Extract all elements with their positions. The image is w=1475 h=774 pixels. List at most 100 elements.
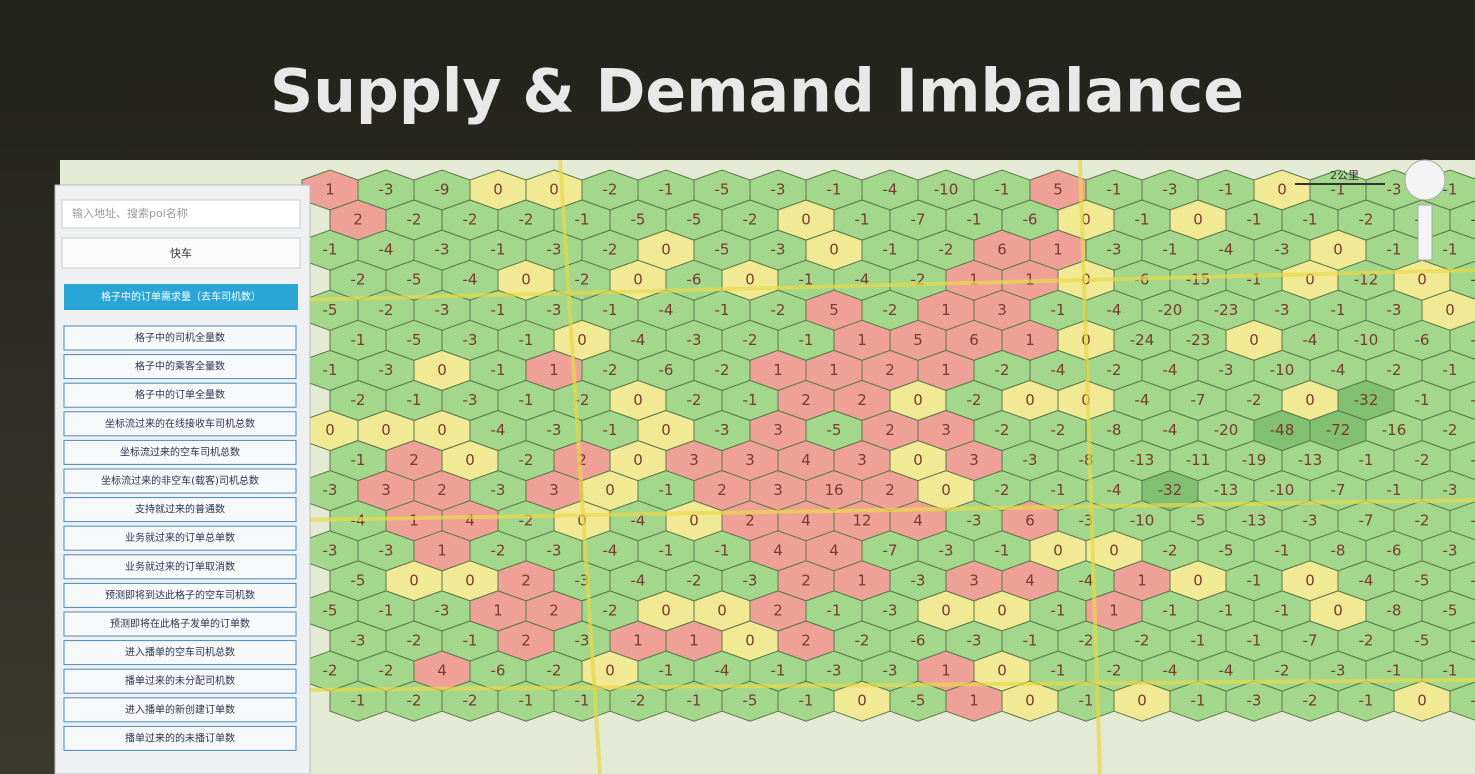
hex-value: -3 bbox=[1023, 451, 1038, 469]
hex-value: 2 bbox=[745, 511, 755, 529]
hex-value: 0 bbox=[801, 211, 811, 229]
hex-value: -4 bbox=[603, 541, 618, 559]
menu-item[interactable] bbox=[63, 468, 297, 494]
roads bbox=[299, 160, 1475, 774]
hex-value: -2 bbox=[715, 361, 730, 379]
menu-item[interactable] bbox=[63, 497, 297, 523]
pan-control[interactable] bbox=[1404, 159, 1446, 201]
hex-value: -1 bbox=[1191, 632, 1206, 650]
hex-value: -7 bbox=[911, 211, 926, 229]
menu-item[interactable] bbox=[63, 354, 297, 380]
menu-item-label: 坐标流过来的非空车(载客)司机总数 bbox=[101, 474, 259, 487]
hex-value: -2 bbox=[995, 481, 1010, 499]
hex-value: 0 bbox=[913, 391, 923, 409]
hex-value: -2 bbox=[687, 391, 702, 409]
hex-value: 1 bbox=[773, 361, 783, 379]
search-input[interactable] bbox=[61, 199, 301, 229]
hex-value: -1 bbox=[519, 331, 534, 349]
hex-value: 2 bbox=[801, 391, 811, 409]
hex-value: -5 bbox=[407, 271, 422, 289]
hex-value: 4 bbox=[801, 511, 811, 529]
hex-value: -1 bbox=[799, 331, 814, 349]
hex-value: 1 bbox=[969, 692, 979, 710]
menu-item-label: 坐标流过来的空车司机总数 bbox=[120, 445, 240, 458]
hex-value: -1 bbox=[715, 301, 730, 319]
zoom-control[interactable] bbox=[1417, 204, 1433, 261]
menu-item[interactable] bbox=[63, 411, 297, 437]
menu-item[interactable] bbox=[63, 439, 297, 465]
hex-value: 0 bbox=[717, 601, 727, 619]
menu-item[interactable] bbox=[63, 611, 297, 637]
menu-item[interactable] bbox=[63, 554, 297, 580]
hex-value: -5 bbox=[351, 571, 366, 589]
hex-value: -5 bbox=[323, 301, 338, 319]
hex-value: 4 bbox=[465, 511, 475, 529]
hex-value: -10 bbox=[1130, 511, 1155, 529]
hex-value: -1 bbox=[575, 692, 590, 710]
menu-item[interactable] bbox=[63, 382, 297, 408]
hex-value: -2 bbox=[1051, 421, 1066, 439]
hex-value: -1 bbox=[1415, 391, 1430, 409]
hex-value: -2 bbox=[603, 361, 618, 379]
menu-item[interactable] bbox=[63, 725, 297, 751]
hex-value: -2 bbox=[463, 692, 478, 710]
hex-value: 1 bbox=[941, 662, 951, 680]
hex-value: -2 bbox=[939, 241, 954, 259]
hex-value: -4 bbox=[1107, 301, 1122, 319]
menu-item[interactable] bbox=[63, 525, 297, 551]
hex-value: -3 bbox=[827, 662, 842, 680]
menu-item[interactable] bbox=[63, 325, 297, 351]
hex-value: 3 bbox=[689, 451, 699, 469]
hex-value: -1 bbox=[575, 211, 590, 229]
hex-value: -2 bbox=[379, 662, 394, 680]
hex-value: -2 bbox=[1303, 692, 1318, 710]
hex-value: 0 bbox=[745, 271, 755, 289]
menu-item[interactable] bbox=[63, 697, 297, 723]
hex-value: -2 bbox=[379, 301, 394, 319]
hex-value: -20 bbox=[1214, 421, 1239, 439]
hex-value: -7 bbox=[1303, 632, 1318, 650]
hex-value: 1 bbox=[941, 301, 951, 319]
hex-value: 0 bbox=[941, 481, 951, 499]
hex-value: -2 bbox=[1247, 391, 1262, 409]
hex-value: -1 bbox=[1107, 181, 1122, 199]
hex-value: 0 bbox=[1249, 331, 1259, 349]
hex-value: -2 bbox=[1443, 421, 1458, 439]
hex-value: 2 bbox=[885, 481, 895, 499]
menu-item[interactable] bbox=[63, 582, 297, 608]
hex-value: -1 bbox=[687, 692, 702, 710]
hex-value: -5 bbox=[323, 601, 338, 619]
hex-value: 2 bbox=[885, 421, 895, 439]
selected-item[interactable] bbox=[64, 284, 298, 310]
hex-value: 0 bbox=[1137, 692, 1147, 710]
hex-value: -1 bbox=[1387, 241, 1402, 259]
hex-value: 0 bbox=[1445, 301, 1455, 319]
hex-value: 1 bbox=[437, 541, 447, 559]
hex-value: -4 bbox=[659, 301, 674, 319]
menu-item[interactable] bbox=[63, 668, 297, 694]
hex-value: -1 bbox=[463, 632, 478, 650]
hex-value: -2 bbox=[883, 301, 898, 319]
hex-value: -2 bbox=[407, 211, 422, 229]
hex-value: -4 bbox=[1079, 571, 1094, 589]
hex-value: -3 bbox=[1107, 241, 1122, 259]
hex-value: -1 bbox=[407, 391, 422, 409]
hex-value: -1 bbox=[1471, 331, 1475, 349]
menu-item[interactable] bbox=[63, 640, 297, 666]
mode-button[interactable] bbox=[61, 237, 301, 269]
hex-value: -1 bbox=[827, 181, 842, 199]
hex-value: 0 bbox=[409, 571, 419, 589]
hex-value: 0 bbox=[997, 601, 1007, 619]
menu-item-label: 播单过来的未分配司机数 bbox=[125, 674, 235, 687]
hex-value: 0 bbox=[549, 181, 559, 199]
hex-value: -3 bbox=[1247, 692, 1262, 710]
hex-value: -1 bbox=[1163, 241, 1178, 259]
hex-value: 5 bbox=[1053, 181, 1063, 199]
hex-value: -1 bbox=[1471, 632, 1475, 650]
hex-value: -1 bbox=[827, 601, 842, 619]
hex-value: -10 bbox=[1354, 331, 1379, 349]
hex-value: -1 bbox=[1247, 271, 1262, 289]
hex-value: -5 bbox=[1415, 571, 1430, 589]
hex-value: -12 bbox=[1354, 271, 1379, 289]
hex-value: 1 bbox=[857, 571, 867, 589]
